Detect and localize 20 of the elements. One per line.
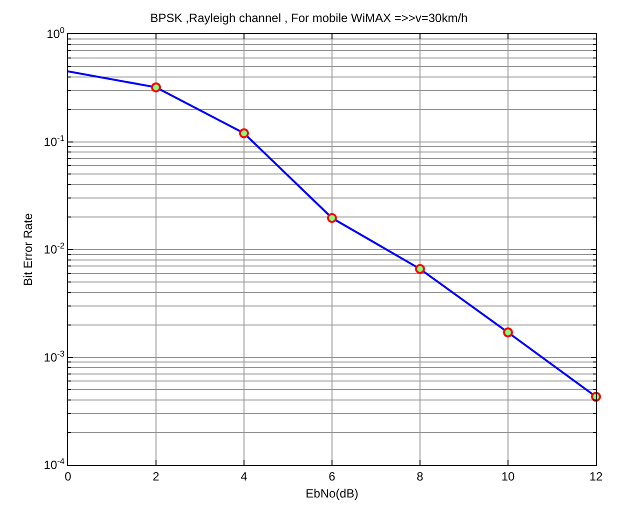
x-tick-label: 2 xyxy=(152,469,160,484)
x-tick-label: 10 xyxy=(501,469,515,484)
point xyxy=(327,213,337,224)
y-tick-label: 10$^{-1}$ xyxy=(44,132,65,149)
x-tick-label: 12 xyxy=(589,469,603,484)
y-tick-label: 10$^{-4}$ xyxy=(44,456,65,472)
y-axis-title: Bit Error Rate xyxy=(21,212,36,286)
point xyxy=(503,327,513,338)
x-tick-label: 0 xyxy=(64,469,72,484)
point xyxy=(239,128,249,138)
y-tick-label: 10$^{-2}$ xyxy=(44,240,65,257)
chart-title: BPSK ,Rayleigh channel , For mobile WiMAX =>>v=30km/h xyxy=(150,11,468,26)
x-axis-title: EbNo(dB) xyxy=(306,486,358,500)
y-tick-label: 10$^{-3}$ xyxy=(44,348,65,364)
x-tick-label: 4 xyxy=(240,469,248,484)
x-tick-label: 6 xyxy=(328,469,336,484)
point xyxy=(151,82,161,92)
point xyxy=(415,264,425,274)
x-tick-label: 8 xyxy=(416,469,424,484)
y-tick-label: 10$^{0}$ xyxy=(46,25,65,42)
